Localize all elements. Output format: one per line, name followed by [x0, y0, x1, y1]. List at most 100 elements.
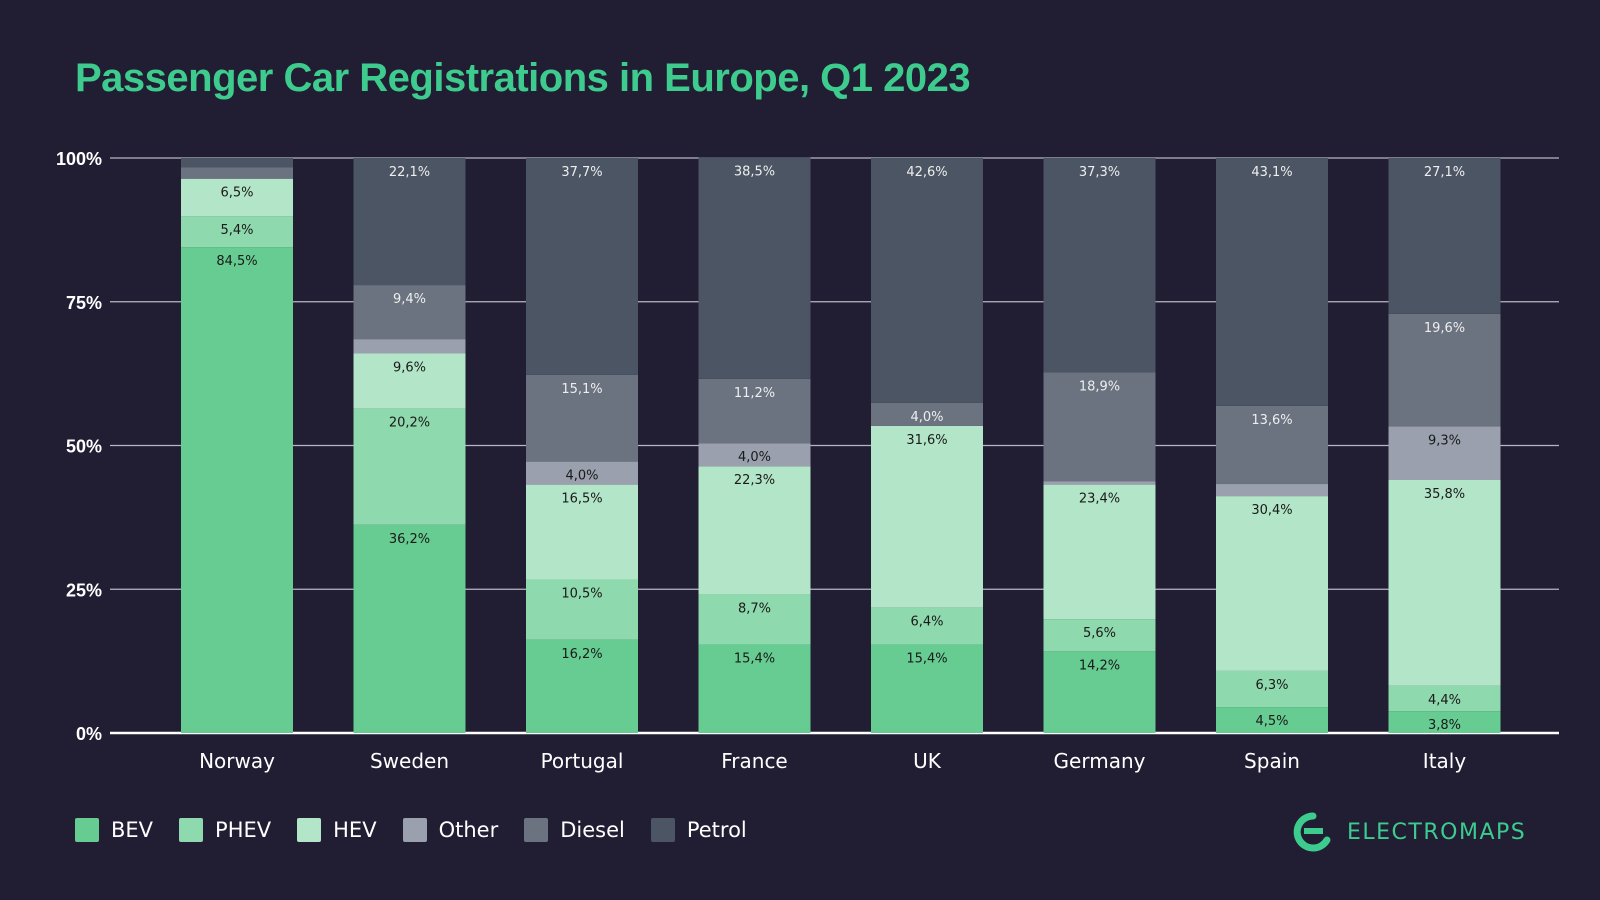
data-label: 10,5%: [561, 586, 602, 601]
legend-swatch: [650, 818, 675, 842]
bar-segment-phev: [353, 408, 466, 525]
legend-swatch: [297, 818, 322, 842]
legend-item-petrol: Petrol: [650, 818, 747, 842]
legend-label: Other: [438, 818, 499, 842]
data-label: 4,4%: [1428, 693, 1461, 708]
bar-segment-phev: [871, 607, 983, 645]
data-label: 4,0%: [738, 450, 771, 465]
y-tick-label: 50%: [66, 437, 102, 457]
data-label: 42,6%: [906, 165, 947, 180]
x-tick-label: Germany: [1054, 749, 1146, 773]
bar-segment-petrol: [1388, 158, 1501, 314]
data-label: 6,3%: [1255, 678, 1288, 693]
data-label: 13,6%: [1251, 413, 1292, 428]
data-label: 9,4%: [393, 292, 426, 307]
legend-swatch: [524, 818, 549, 842]
electromaps-e-icon: [1293, 812, 1331, 852]
bar-segment-hev: [1216, 496, 1328, 671]
bar-segment-diesel: [353, 285, 466, 340]
bar-segment-diesel: [698, 378, 811, 444]
bar-segment-hev: [1043, 484, 1156, 620]
bar-segment-hev: [526, 484, 638, 580]
data-label: 14,2%: [1079, 658, 1120, 673]
data-label: 9,3%: [1428, 434, 1461, 449]
x-tick-label: Spain: [1244, 749, 1300, 773]
bar-segment-diesel: [181, 167, 293, 179]
bar-segment-phev: [181, 216, 293, 248]
bar-segment-diesel: [1216, 405, 1328, 485]
bar-segment-bev: [526, 639, 638, 733]
legend-label: Petrol: [686, 818, 747, 842]
data-label: 36,2%: [389, 532, 430, 547]
bar-segment-bev: [353, 524, 466, 733]
legend-item-phev: PHEV: [179, 818, 271, 842]
data-label: 84,5%: [216, 254, 257, 269]
bar-segment-phev: [698, 594, 811, 645]
data-label: 19,6%: [1424, 321, 1465, 336]
data-label: 6,4%: [910, 615, 943, 630]
data-label: 31,6%: [906, 433, 947, 448]
data-label: 9,6%: [393, 361, 426, 376]
data-label: 15,4%: [906, 651, 947, 666]
bar-segment-other: [526, 461, 638, 485]
chart-title: Passenger Car Registrations in Europe, Q…: [75, 56, 971, 100]
data-label: 22,1%: [389, 165, 430, 180]
bar-segment-diesel: [1388, 313, 1501, 427]
y-tick-label: 75%: [66, 293, 102, 313]
legend-label: PHEV: [215, 818, 272, 842]
data-label: 18,9%: [1079, 379, 1120, 394]
electromaps-logo: ELECTROMAPS: [1293, 812, 1526, 852]
bar-segment-diesel: [526, 374, 638, 462]
bar-segment-bev: [1388, 711, 1501, 733]
data-label: 16,5%: [561, 492, 602, 507]
legend-item-other: Other: [402, 818, 499, 842]
data-label: 37,7%: [561, 165, 602, 180]
bar-segment-bev: [871, 644, 983, 733]
data-label: 15,4%: [734, 651, 775, 666]
legend-label: BEV: [111, 818, 154, 842]
bar-segment-bev: [1043, 651, 1156, 733]
x-tick-label: Norway: [199, 749, 275, 773]
data-label: 23,4%: [1079, 492, 1120, 507]
data-label: 15,1%: [561, 382, 602, 397]
x-tick-label: Portugal: [541, 749, 624, 773]
data-label: 27,1%: [1424, 165, 1465, 180]
y-tick-label: 25%: [66, 580, 102, 600]
bar-segment-other: [1388, 426, 1501, 480]
bar-segment-other: [1216, 484, 1328, 497]
bar-segment-other: [698, 443, 811, 467]
data-label: 37,3%: [1079, 165, 1120, 180]
legend-item-diesel: Diesel: [524, 818, 625, 842]
bar-segment-diesel: [871, 402, 983, 426]
bar-segment-hev: [353, 353, 466, 409]
bar-segment-diesel: [1043, 372, 1156, 482]
legend-swatch: [179, 818, 204, 842]
legend: BEV PHEV HEV Other Diesel Petrol: [75, 818, 773, 842]
bar-segment-petrol: [1043, 158, 1156, 373]
data-label: 5,6%: [1083, 626, 1116, 641]
data-label: 20,2%: [389, 416, 430, 431]
legend-item-hev: HEV: [297, 818, 377, 842]
y-tick-label: 0%: [76, 724, 102, 744]
x-tick-label: France: [721, 749, 788, 773]
legend-swatch: [75, 818, 99, 842]
bar-segment-bev: [698, 644, 811, 733]
legend-item-bev: BEV: [75, 818, 153, 842]
data-label: 38,5%: [734, 164, 775, 179]
data-label: 4,0%: [910, 410, 943, 425]
x-tick-label: Sweden: [370, 749, 449, 773]
data-label: 8,7%: [738, 601, 771, 616]
bar-segment-other: [1043, 481, 1156, 485]
data-label: 4,5%: [1255, 714, 1288, 729]
bar-segment-hev: [698, 466, 811, 595]
y-tick-label: 100%: [56, 149, 102, 169]
bar-segment-phev: [1216, 670, 1328, 708]
bar-segment-petrol: [526, 158, 638, 375]
legend-label: HEV: [333, 818, 377, 842]
bar-segment-bev: [1216, 707, 1328, 733]
bar-segment-petrol: [181, 158, 293, 168]
bar-segment-bev: [181, 247, 293, 733]
x-tick-label: Italy: [1423, 749, 1467, 773]
bar-segment-hev: [871, 425, 983, 608]
